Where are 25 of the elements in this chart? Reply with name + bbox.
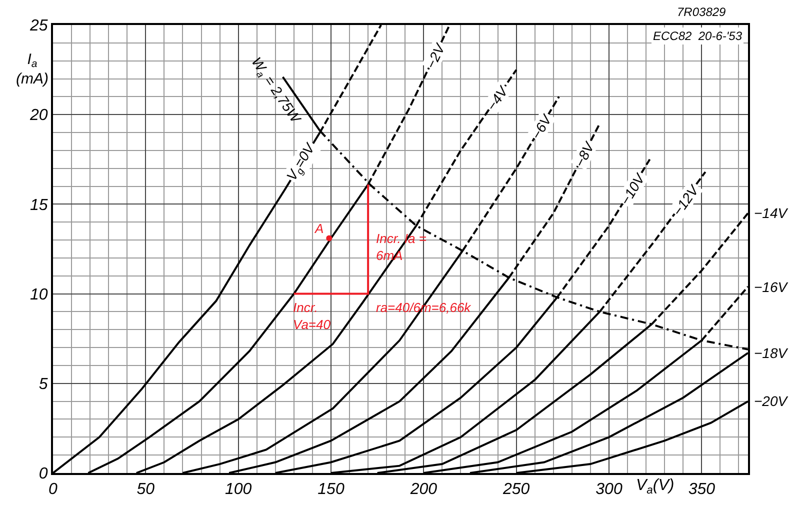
- x-tick-label: 300: [596, 481, 622, 498]
- x-tick-label: 50: [136, 481, 155, 498]
- series-label: −18V: [754, 345, 789, 361]
- x-tick-label: 250: [502, 481, 530, 498]
- x-tick-label: 350: [688, 481, 716, 498]
- text: −2V: [422, 40, 448, 72]
- x-tick-label: 100: [224, 481, 252, 498]
- y-tick-label: 10: [30, 286, 48, 304]
- y-tick-label: 5: [38, 376, 48, 393]
- text: −8V: [571, 138, 598, 170]
- y-tick-label: 25: [29, 18, 48, 35]
- x-tick-label: 150: [318, 481, 344, 498]
- x-tick-label: 200: [409, 481, 438, 498]
- x-axis-title: V$_{a}$(V): [636, 477, 674, 496]
- text: 7R03829: [677, 5, 726, 19]
- annotation: Incr. Va=40: [293, 300, 332, 332]
- y-tick-label: 0: [38, 466, 48, 483]
- annotation: ECC82 20-6-'53: [653, 29, 742, 43]
- series-label: −20V: [754, 393, 789, 409]
- y-tick-label: 15: [30, 196, 48, 214]
- y-tick-label: 20: [29, 107, 48, 124]
- series-label: A: [314, 221, 324, 236]
- y-axis-title: I$_{a}$ (mA): [16, 51, 48, 88]
- series-label: −14V: [754, 205, 789, 221]
- series-label: −16V: [754, 279, 789, 295]
